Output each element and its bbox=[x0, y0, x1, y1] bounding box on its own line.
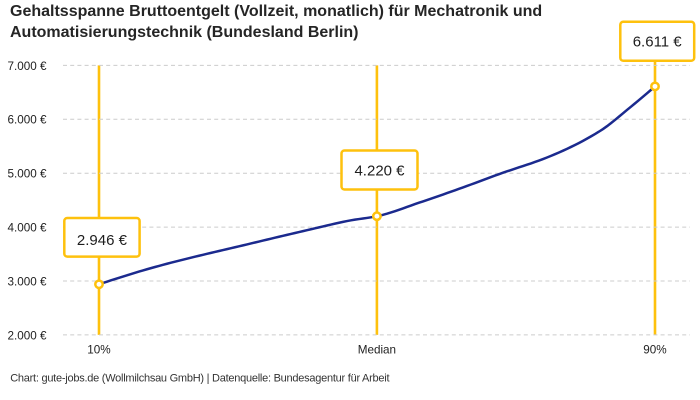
svg-text:2.946 €: 2.946 € bbox=[77, 232, 128, 249]
svg-text:90%: 90% bbox=[643, 343, 666, 356]
svg-text:6.000 €: 6.000 € bbox=[8, 114, 47, 127]
svg-text:10%: 10% bbox=[87, 343, 110, 356]
svg-text:4.220 €: 4.220 € bbox=[354, 162, 405, 179]
svg-text:7.000 €: 7.000 € bbox=[8, 60, 47, 73]
svg-text:Automatisierungstechnik (Bunde: Automatisierungstechnik (Bundesland Berl… bbox=[10, 24, 358, 41]
svg-text:6.611 €: 6.611 € bbox=[633, 34, 683, 51]
svg-text:Gehaltsspanne Bruttoentgelt (V: Gehaltsspanne Bruttoentgelt (Vollzeit, m… bbox=[10, 3, 542, 20]
svg-text:2.000 €: 2.000 € bbox=[8, 329, 47, 342]
svg-text:5.000 €: 5.000 € bbox=[8, 168, 47, 181]
svg-text:Chart: gute-jobs.de (Wollmilch: Chart: gute-jobs.de (Wollmilchsau GmbH) … bbox=[10, 372, 389, 384]
svg-text:Median: Median bbox=[358, 343, 396, 356]
svg-text:4.000 €: 4.000 € bbox=[8, 222, 47, 235]
svg-text:3.000 €: 3.000 € bbox=[8, 275, 47, 288]
